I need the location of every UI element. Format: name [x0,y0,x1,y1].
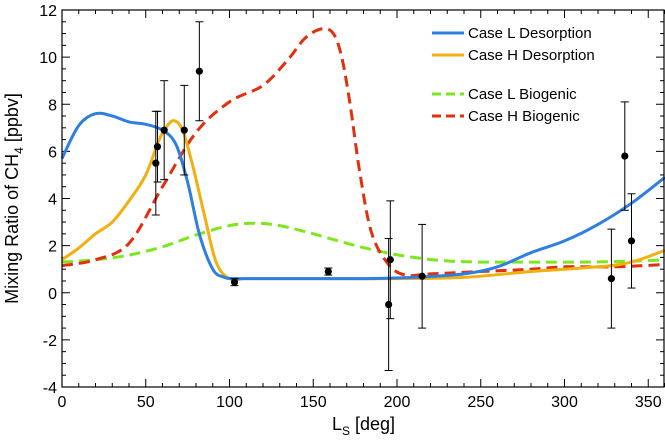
y-tick-label: -2 [43,333,57,350]
legend-label: Case H Desorption [468,47,595,64]
x-tick-label: 50 [137,394,155,411]
legend-entry: Case H Biogenic [432,108,580,125]
data-point [418,272,426,280]
y-axis-label-rest: [ppbv] [2,93,22,147]
data-point [230,278,239,286]
observation-point [153,110,162,183]
x-axis-label-main: L [332,414,342,434]
series-case-l-biogenic [61,221,665,264]
data-point [152,159,160,167]
x-axis-label-sub: S [342,424,350,438]
data-point [160,126,168,134]
y-tick-label: 0 [48,286,57,303]
legend-entry: Case H Desorption [432,47,595,64]
legend-entry: Case L Biogenic [432,86,577,103]
y-tick-label: 8 [48,97,57,114]
data-point [621,152,629,160]
plot-frame [61,9,665,388]
y-tick-label: 12 [39,3,57,20]
x-tick-label: 100 [216,394,243,411]
y-axis-label-main: Mixing Ratio of CH [2,154,22,304]
observation-point [230,278,239,287]
observation-point [180,84,189,176]
observation-point [386,200,395,320]
y-tick-label: 6 [48,144,57,161]
legend-entry: Case L Desorption [432,25,592,42]
y-tick-label: 2 [48,239,57,256]
x-tick-label: 0 [58,394,67,411]
legend-label: Case H Biogenic [468,108,580,125]
data-point [180,126,188,134]
y-axis-label: Mixing Ratio of CH4 [ppbv] [2,93,26,304]
x-tick-label: 150 [300,394,327,411]
series-lines [60,27,665,282]
legend: Case L Desorption Case H Desorption Case L… [432,25,595,125]
series-case-h-biogenic [61,27,665,278]
x-axis-label-rest: [deg] [350,414,395,434]
x-tick-label: 300 [551,394,578,411]
y-tick-label: -4 [43,380,57,397]
legend-label: Case L Biogenic [468,86,577,103]
tick-labels: 0 50 100 150 200 250 300 350 -4 -2 0 2 4 6 8 10 12 [39,3,661,411]
x-tick-label: 350 [635,394,662,411]
observation-point [627,193,636,289]
x-axis-label: LS [deg] [332,414,395,438]
legend-label: Case L Desorption [468,25,592,42]
y-axis-label-sub: 4 [12,147,26,154]
series-case-h-desorption [61,119,665,282]
data-point [607,275,616,283]
y-tick-label: 4 [48,192,57,209]
observation-point [324,267,333,276]
observation-point [620,101,629,211]
data-point [385,300,393,309]
x-tick-label: 200 [384,394,411,411]
observation-point [195,21,204,122]
observations [151,21,636,372]
data-point [153,143,162,151]
y-tick-label: 10 [39,50,57,67]
observation-point [607,228,616,329]
data-point [195,67,203,75]
data-point [386,256,394,264]
observation-point [160,80,169,181]
data-point [627,237,636,245]
data-point [324,267,332,276]
x-tick-label: 250 [467,394,494,411]
observation-point [418,223,427,329]
